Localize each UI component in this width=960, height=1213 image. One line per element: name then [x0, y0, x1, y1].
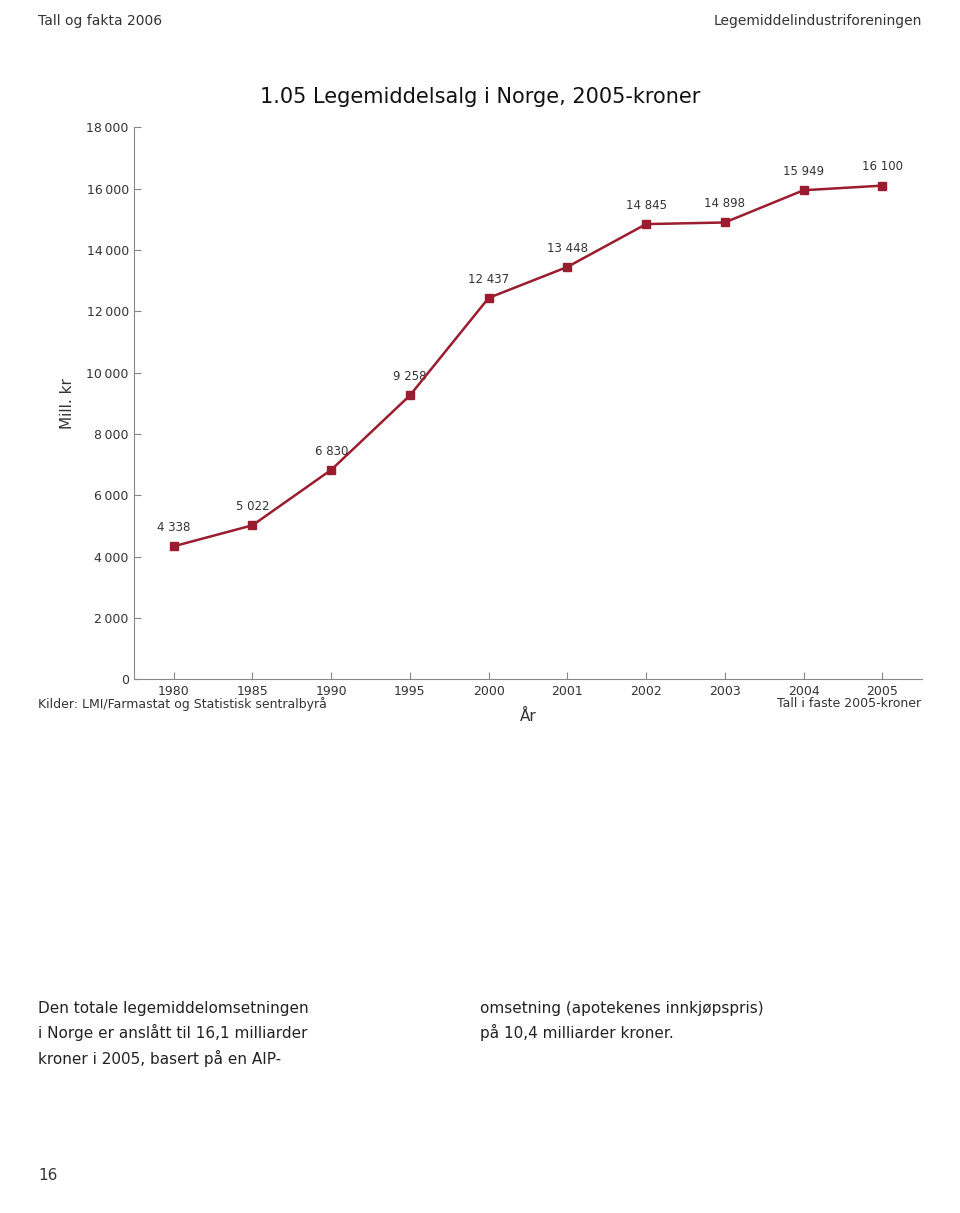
Text: 12 437: 12 437 [468, 273, 509, 286]
Text: Legemiddelindustriforeningen: Legemiddelindustriforeningen [713, 13, 922, 28]
Text: 4 338: 4 338 [157, 522, 190, 534]
X-axis label: År: År [519, 708, 537, 724]
Text: Kilder: LMI/Farmastat og Statistisk sentralbyrå: Kilder: LMI/Farmastat og Statistisk sent… [38, 697, 327, 712]
Text: 15 949: 15 949 [783, 165, 824, 178]
Text: omsetning (apotekenes innkjøpspris)
på 10,4 milliarder kroner.: omsetning (apotekenes innkjøpspris) på 1… [480, 1001, 763, 1041]
Text: Tall og fakta 2006: Tall og fakta 2006 [38, 13, 162, 28]
Text: 14 845: 14 845 [626, 199, 666, 212]
Text: 1.05 Legemiddelsalg i Norge, 2005-kroner: 1.05 Legemiddelsalg i Norge, 2005-kroner [260, 87, 700, 107]
Text: 14 898: 14 898 [705, 198, 745, 210]
Y-axis label: Mill. kr: Mill. kr [60, 378, 75, 428]
Text: 13 448: 13 448 [547, 241, 588, 255]
Text: 9 258: 9 258 [394, 370, 426, 383]
Text: 16: 16 [38, 1168, 58, 1183]
Text: 6 830: 6 830 [315, 445, 348, 457]
Text: Tall i faste 2005-kroner: Tall i faste 2005-kroner [778, 697, 922, 711]
Text: Den totale legemiddelomsetningen
i Norge er anslått til 16,1 milliarder
kroner i: Den totale legemiddelomsetningen i Norge… [38, 1001, 309, 1066]
Text: 5 022: 5 022 [236, 500, 269, 513]
Text: 16 100: 16 100 [862, 160, 902, 173]
